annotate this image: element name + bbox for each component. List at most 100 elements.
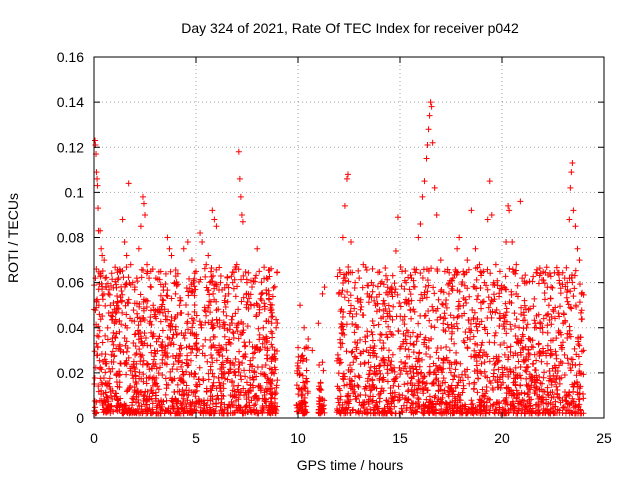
data-point [140, 378, 147, 385]
data-point [262, 362, 269, 369]
data-point [269, 369, 276, 376]
data-point [380, 297, 387, 304]
data-point [152, 275, 159, 282]
data-point [244, 279, 250, 286]
data-point [425, 308, 432, 315]
data-point [116, 379, 123, 386]
data-point [338, 329, 345, 336]
data-point [196, 364, 203, 371]
data-point [432, 362, 439, 369]
data-point [478, 360, 485, 367]
data-point [373, 353, 380, 360]
data-point [136, 329, 143, 336]
data-point [152, 360, 159, 367]
data-point [549, 337, 556, 344]
data-point [320, 367, 327, 374]
data-point [524, 383, 531, 390]
data-point [450, 314, 457, 321]
data-point [518, 311, 525, 318]
data-point [164, 350, 171, 357]
data-point [211, 216, 218, 223]
data-point [267, 405, 274, 412]
data-point [513, 395, 520, 402]
data-point [416, 403, 423, 410]
data-point [149, 266, 156, 273]
data-point [523, 368, 530, 375]
data-point [364, 290, 371, 297]
data-point [576, 342, 583, 349]
data-point [127, 261, 134, 268]
data-point [384, 334, 391, 341]
data-point [263, 398, 270, 405]
data-point [360, 312, 367, 319]
data-point [139, 314, 146, 321]
data-point [468, 405, 475, 412]
data-point [256, 347, 263, 354]
data-point [104, 336, 111, 343]
data-point [303, 356, 310, 363]
data-point [500, 397, 507, 404]
data-point [421, 339, 428, 346]
data-point [380, 344, 387, 351]
data-point [425, 337, 432, 344]
data-point [541, 369, 548, 376]
data-point [147, 307, 154, 314]
data-point [344, 171, 351, 178]
data-point [489, 298, 496, 305]
data-point [375, 269, 382, 276]
data-point [207, 397, 214, 404]
data-point [480, 268, 487, 275]
data-point [113, 407, 120, 414]
data-point [121, 408, 128, 415]
data-point [111, 320, 118, 327]
data-point [162, 407, 169, 414]
data-point [113, 308, 120, 315]
data-point [298, 386, 305, 393]
data-point [567, 288, 574, 295]
data-point [500, 379, 507, 386]
data-point [420, 410, 427, 417]
data-point [131, 368, 138, 375]
data-point [209, 382, 216, 389]
data-point [253, 300, 260, 307]
data-point [240, 320, 247, 327]
data-point [216, 351, 223, 358]
data-point [146, 393, 153, 400]
data-point [229, 269, 236, 276]
data-point [408, 297, 415, 304]
data-point [360, 261, 367, 268]
data-point [556, 407, 563, 414]
data-point [426, 112, 433, 119]
data-point [141, 392, 148, 399]
data-point [217, 273, 224, 280]
data-point [381, 405, 388, 412]
data-point [516, 405, 523, 412]
data-point [397, 263, 404, 270]
data-point [141, 330, 148, 337]
data-point [167, 268, 174, 275]
data-point [266, 406, 273, 413]
data-point [213, 357, 220, 364]
data-point [265, 267, 272, 274]
data-point [445, 389, 452, 396]
data-point [469, 306, 476, 313]
data-point [298, 392, 305, 399]
data-point [347, 385, 354, 392]
data-point [218, 407, 225, 414]
data-point [435, 382, 442, 389]
data-point [179, 386, 186, 393]
data-point [399, 268, 406, 275]
data-point [362, 392, 369, 399]
data-point [435, 387, 442, 394]
data-point [116, 328, 123, 335]
data-point [107, 402, 114, 409]
data-point [361, 360, 368, 367]
x-tick-label: 15 [392, 430, 408, 446]
data-point [251, 368, 258, 375]
data-point [501, 339, 508, 346]
data-point [552, 368, 559, 375]
data-point [445, 281, 452, 288]
data-point [157, 281, 164, 288]
data-point [352, 321, 359, 328]
